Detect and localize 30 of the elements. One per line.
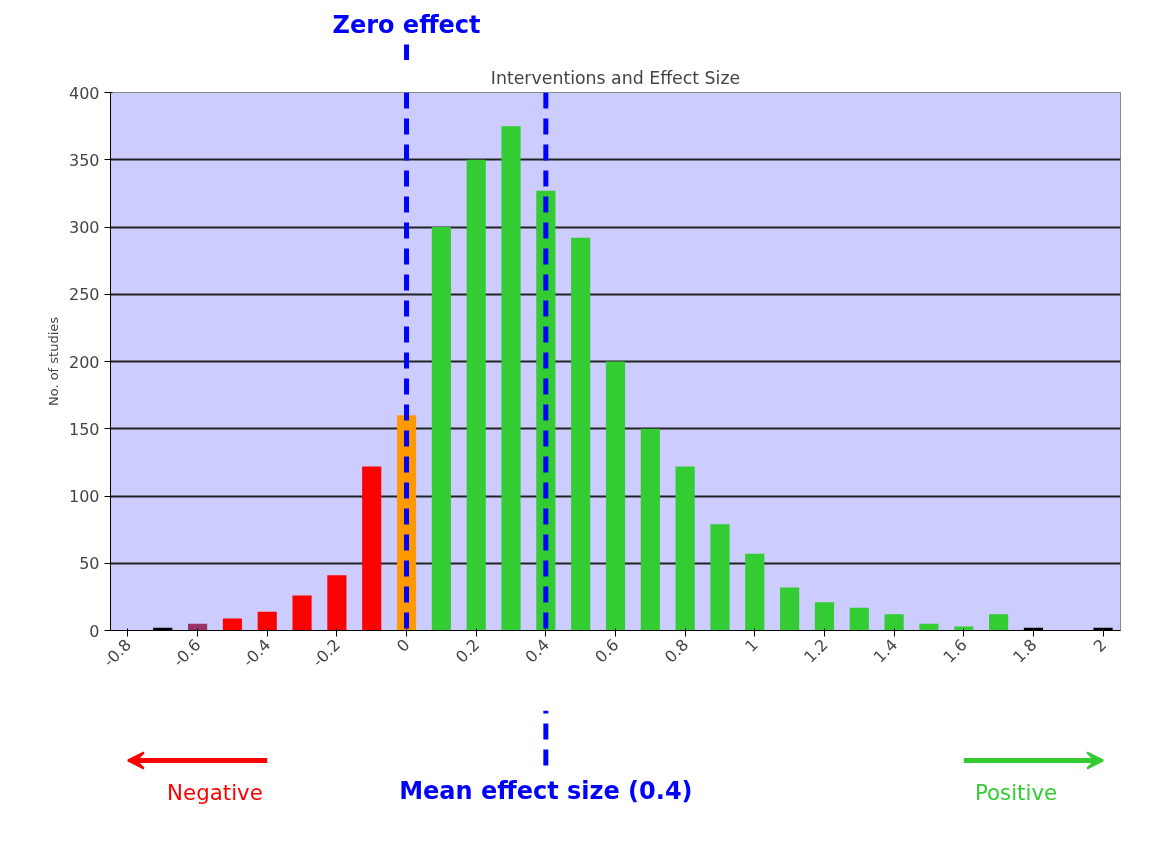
y-tick-label: 400 (68, 83, 100, 103)
y-tick-label: 0 (89, 621, 100, 641)
x-tick-label: 0.6 (591, 635, 623, 667)
y-tick-label: 150 (68, 419, 100, 439)
x-tick-label: 1.8 (1009, 635, 1041, 667)
x-tick-label: 1.6 (939, 635, 971, 667)
x-tick-label: 0.4 (521, 635, 553, 667)
y-tick-label: 250 (68, 285, 100, 305)
ref-line-label: Zero effect (332, 10, 481, 39)
x-tick-label: 2 (1089, 635, 1111, 656)
x-tick-label: -0.8 (99, 635, 135, 671)
chart-title: Interventions and Effect Size (490, 67, 741, 88)
x-tick-label: -0.4 (238, 635, 275, 671)
text: Positive (974, 780, 1058, 805)
text: Negative (167, 780, 263, 805)
x-tick-label: 1.4 (869, 635, 902, 667)
y-tick-label: 50 (79, 554, 100, 574)
y-axis-title: No. of studies (45, 316, 61, 407)
ref-line-label: Mean effect size (0.4) (399, 776, 693, 805)
x-tick-label: 0.8 (660, 635, 693, 667)
y-tick-label: 350 (68, 150, 100, 170)
x-tick-label: 1 (741, 635, 762, 656)
y-tick-label: 100 (68, 487, 100, 506)
x-tick-label: 1.2 (800, 635, 832, 667)
x-tick-label: -0.2 (308, 635, 344, 671)
y-tick-label: 300 (68, 218, 100, 237)
x-tick-label: -0.6 (169, 635, 205, 671)
x-tick-label: 0.2 (451, 635, 484, 667)
y-tick-label: 200 (68, 352, 100, 372)
x-tick-label: 0 (392, 635, 414, 656)
